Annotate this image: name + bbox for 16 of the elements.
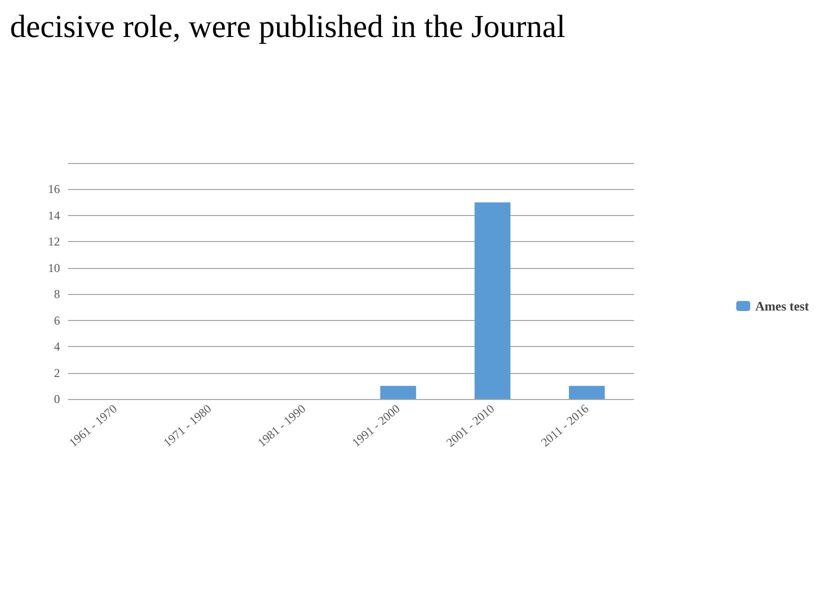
y-tick-label: 12 xyxy=(48,234,60,249)
y-tick-label: 2 xyxy=(54,366,60,380)
y-tick-label: 4 xyxy=(54,340,60,354)
x-tick-label: 1961 - 1970 xyxy=(66,402,120,450)
text: decisive role, were published in the Journal xyxy=(10,8,566,44)
x-tick-label: 2001 - 2010 xyxy=(444,402,497,450)
y-tick-label: 8 xyxy=(54,287,60,302)
y-tick-label: 0 xyxy=(54,392,60,406)
x-tick-label: 1981 - 1990 xyxy=(254,402,308,450)
y-tick-label: 14 xyxy=(48,208,60,222)
y-tick-label: 10 xyxy=(48,260,60,275)
legend-label: Ames test xyxy=(755,298,810,314)
x-tick-label: 1971 - 1980 xyxy=(160,402,214,450)
x-tick-label: 1991 - 2000 xyxy=(349,402,403,450)
y-tick-label: 16 xyxy=(48,182,60,196)
y-tick-label: 6 xyxy=(54,313,60,328)
